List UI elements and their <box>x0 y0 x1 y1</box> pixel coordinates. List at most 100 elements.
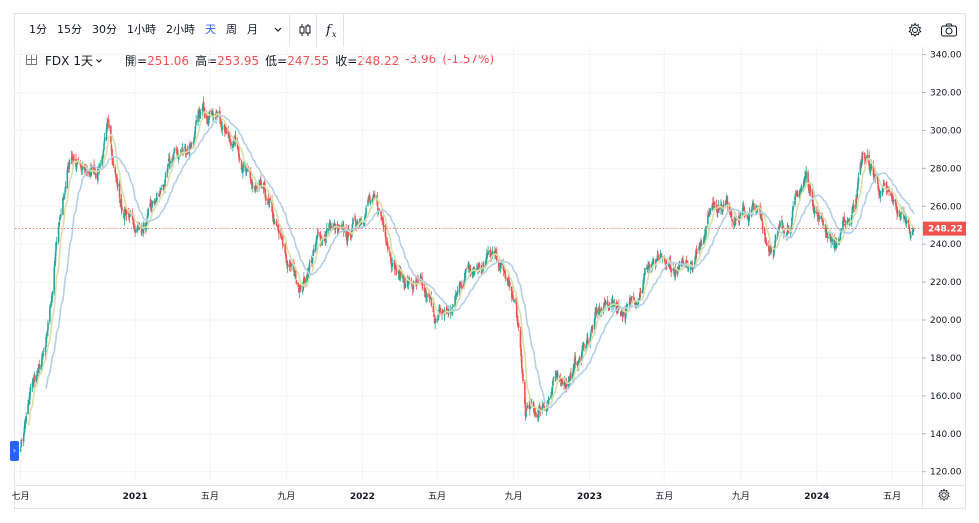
candle-body <box>388 251 391 253</box>
candle-body <box>712 203 714 205</box>
candle-body <box>232 142 235 146</box>
candle-body <box>551 386 554 395</box>
legend-chevron-icon[interactable] <box>95 54 103 68</box>
candle-body <box>682 259 684 266</box>
candle-body <box>258 184 261 186</box>
candle-body <box>513 299 516 301</box>
candle-body <box>891 192 893 197</box>
candle-body <box>199 112 201 118</box>
candle-body <box>548 397 550 400</box>
candle-body <box>635 302 638 307</box>
candle-body <box>812 204 815 213</box>
candle-body <box>64 186 67 192</box>
candles-icon[interactable] <box>294 19 316 41</box>
candle-body <box>853 205 855 207</box>
candle-body <box>294 269 297 279</box>
interval-1d[interactable]: 天 <box>205 23 216 36</box>
candle-body <box>68 163 70 169</box>
legend-symbol[interactable]: FDX <box>45 53 70 68</box>
candle-body <box>64 193 66 195</box>
candle-body <box>664 257 666 262</box>
candle-body <box>441 311 444 313</box>
candle-body <box>121 207 123 210</box>
candle-body <box>746 216 749 220</box>
candle-body <box>561 378 563 385</box>
candle-body <box>537 414 539 419</box>
candle-body <box>748 214 750 221</box>
candle-body <box>753 203 755 210</box>
chevron-down-icon[interactable] <box>267 19 289 41</box>
axis-settings-icon[interactable] <box>937 488 951 505</box>
candle-body <box>249 168 252 178</box>
interval-1m[interactable]: 1分 <box>29 23 47 36</box>
candle-body <box>255 187 257 188</box>
candle-body <box>596 308 598 314</box>
candle-body <box>101 156 103 165</box>
candle-body <box>751 202 754 206</box>
interval-1h[interactable]: 1小時 <box>127 23 156 36</box>
candle-body <box>542 404 545 407</box>
candle-body <box>728 204 731 212</box>
candle-body <box>838 240 841 243</box>
candle-body <box>124 211 126 212</box>
candle-body <box>545 407 548 411</box>
candle-body <box>535 412 537 417</box>
candle-body <box>591 325 593 330</box>
candle-body <box>103 143 105 150</box>
candle-body <box>464 272 466 281</box>
candle-body <box>230 142 232 146</box>
candle-body <box>202 102 205 110</box>
candle-body <box>349 232 352 236</box>
candle-body <box>469 268 471 272</box>
candle-body <box>105 128 108 140</box>
compare-icon[interactable] <box>26 53 37 68</box>
interval-1mo[interactable]: 月 <box>247 23 258 36</box>
candle-body <box>45 337 47 347</box>
candle-body <box>285 256 288 263</box>
candle-body <box>207 119 210 123</box>
candle-body <box>29 392 31 399</box>
expand-panel-button[interactable]: › <box>10 441 19 461</box>
interval-15m[interactable]: 15分 <box>57 23 82 36</box>
candle-body <box>433 317 436 323</box>
candle-body <box>669 260 672 270</box>
candle-body <box>639 293 641 299</box>
candle-body <box>530 402 533 404</box>
candle-body <box>83 164 86 170</box>
candle-body <box>57 226 60 242</box>
candle-body <box>158 193 161 196</box>
candle-body <box>24 422 27 425</box>
candle-body <box>27 401 30 405</box>
candle-body <box>721 208 724 212</box>
candle-body <box>730 212 733 218</box>
candle-body <box>67 166 69 169</box>
candle-body <box>864 158 867 162</box>
candle-body <box>363 222 366 224</box>
candle-body <box>659 254 662 258</box>
candle-body <box>612 300 615 304</box>
candle-body <box>504 271 506 273</box>
gear-icon[interactable] <box>904 19 926 41</box>
legend: FDX 1天 開=251.06 高=253.95 低=247.55 收=248.… <box>26 52 494 69</box>
candle-body <box>182 150 184 152</box>
candle-body <box>32 379 35 382</box>
candle-body <box>885 181 888 190</box>
candle-body <box>267 199 270 201</box>
candle-body <box>232 144 234 148</box>
candle-body <box>293 262 295 272</box>
candle-body <box>36 374 39 376</box>
candle-body <box>47 322 49 331</box>
interval-30m[interactable]: 30分 <box>92 23 117 36</box>
interval-2h[interactable]: 2小時 <box>166 23 195 36</box>
candle-body <box>541 406 544 412</box>
interval-1w[interactable]: 周 <box>226 23 237 36</box>
candle-body <box>326 228 328 233</box>
candle-body <box>857 182 859 190</box>
candle-body <box>877 185 880 191</box>
candle-body <box>571 372 574 381</box>
legend-interval[interactable]: 1天 <box>73 54 94 68</box>
camera-icon[interactable] <box>938 19 960 41</box>
candle-body <box>497 262 500 268</box>
